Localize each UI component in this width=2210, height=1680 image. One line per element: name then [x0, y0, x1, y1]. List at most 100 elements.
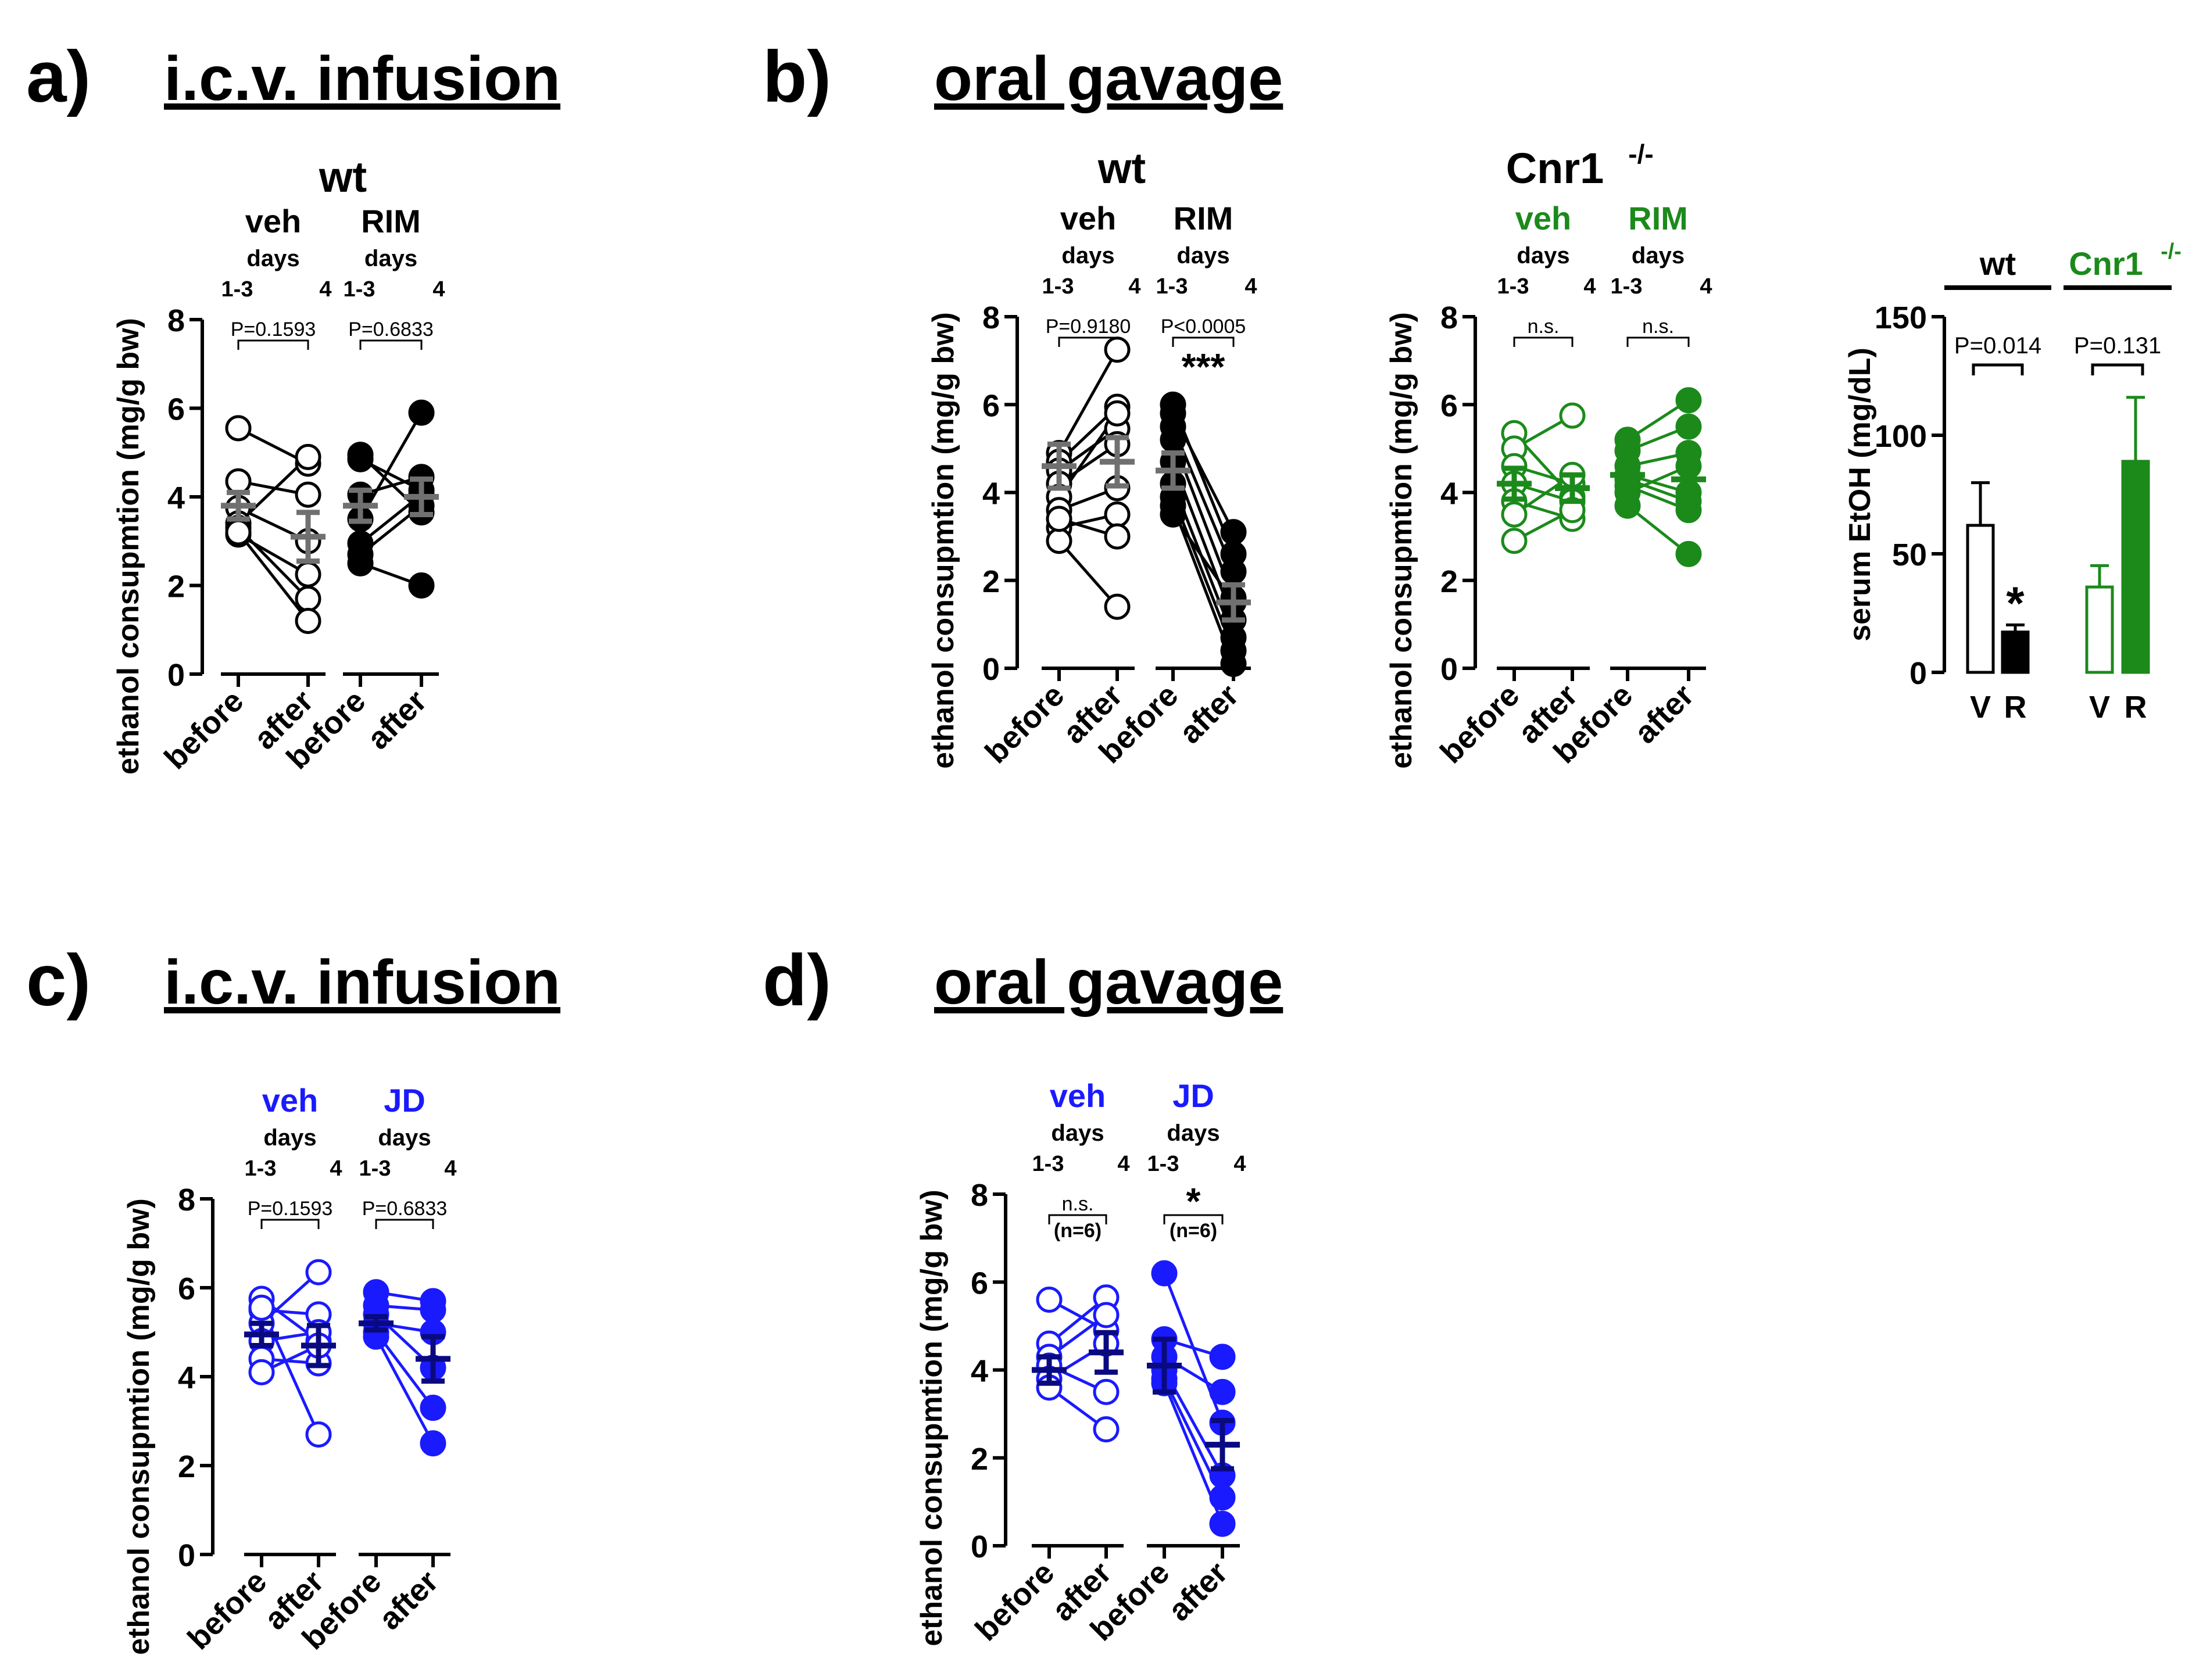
- significance-bracket: [2091, 363, 2144, 375]
- y-tick-label: 0: [167, 658, 185, 693]
- y-tick-label: 4: [167, 481, 185, 515]
- x-category-label: V: [1970, 690, 1991, 725]
- data-point-after: [305, 1259, 332, 1285]
- days-label: days: [246, 246, 299, 271]
- y-tick-label: 4: [178, 1360, 195, 1395]
- x-category-label: after: [1628, 678, 1700, 750]
- x-category-label: after: [360, 683, 433, 756]
- data-point-before: [1160, 501, 1186, 528]
- panel-title-d: oral gavage: [934, 947, 1283, 1017]
- y-axis-label: ethanol consupmtion (mg/g bw): [927, 312, 960, 769]
- group-label: veh: [1050, 1077, 1106, 1114]
- data-point-after: [1209, 1510, 1236, 1537]
- day-tick-label: 4: [1117, 1152, 1129, 1176]
- data-point-after: [408, 399, 435, 426]
- data-point-after: [295, 481, 321, 508]
- data-point-after: [1209, 1484, 1236, 1511]
- group-label: JD: [384, 1082, 425, 1119]
- group-label: RIM: [361, 203, 421, 239]
- data-point-after: [1104, 400, 1131, 427]
- days-label: days: [1051, 1120, 1104, 1146]
- y-tick-label: 2: [1440, 564, 1458, 599]
- significance-stars: ***: [1182, 346, 1225, 388]
- day-tick-label: 1-3: [221, 277, 253, 302]
- significance-bracket: [1513, 336, 1574, 347]
- y-tick-label: 8: [982, 300, 1000, 335]
- bar-3: [2121, 460, 2150, 674]
- group-label: wt: [1979, 245, 2016, 282]
- bar-2: [2085, 585, 2114, 674]
- y-tick-label: 50: [1892, 538, 1927, 572]
- data-point-after: [295, 561, 321, 588]
- day-tick-label: 4: [1233, 1152, 1246, 1176]
- y-tick-label: 6: [971, 1266, 988, 1301]
- chart-subtitle-sup: -/-: [1628, 139, 1653, 169]
- chart-b-cnr1: Cnr1 -/- 0 2 4 6 8 ethanol consupmtion (mg/g bw…: [1385, 139, 1712, 770]
- group-label: veh: [1060, 200, 1117, 237]
- day-tick-label: 1-3: [1156, 274, 1188, 299]
- y-axis-label: ethanol consupmtion (mg/g bw): [915, 1190, 949, 1646]
- data-point-before: [1046, 528, 1072, 554]
- pair-line: [237, 531, 309, 622]
- p-value: P=0.9180: [1046, 316, 1131, 338]
- day-tick-label: 4: [1583, 274, 1596, 299]
- bar-0: [1966, 524, 1995, 674]
- data-point-before: [347, 446, 374, 472]
- y-tick-label: 8: [178, 1183, 195, 1217]
- panel-label-c: c): [26, 940, 91, 1021]
- p-value: P=0.014: [1954, 333, 2041, 359]
- data-point-after: [1104, 593, 1131, 620]
- pair-line: [1171, 513, 1235, 603]
- p-value: P<0.0005: [1161, 316, 1246, 338]
- p-value: P=0.131: [2074, 333, 2161, 359]
- days-label: days: [364, 246, 417, 271]
- group-label: veh: [245, 203, 302, 239]
- data-point-before: [225, 415, 252, 442]
- x-category-label: before: [978, 678, 1071, 770]
- chart-subtitle: wt: [1097, 144, 1146, 192]
- data-point-before: [248, 1359, 275, 1385]
- days-label: days: [1517, 243, 1569, 268]
- data-point-after: [1104, 501, 1131, 528]
- chart-b-wt: wt 0 2 4 6 8 ethanol consupmtion (mg/g bw) befo…: [927, 144, 1257, 770]
- y-tick-label: 6: [178, 1271, 195, 1306]
- data-point-before: [1151, 1260, 1178, 1287]
- day-tick-label: 4: [330, 1156, 342, 1181]
- p-value: P=0.1593: [231, 318, 316, 341]
- group-label: veh: [1515, 200, 1572, 237]
- significance-bracket: [1626, 336, 1690, 347]
- significance-bracket: [1972, 363, 2024, 375]
- data-point-before: [1046, 506, 1072, 532]
- data-point-after: [1104, 523, 1131, 550]
- days-label: days: [1176, 243, 1229, 268]
- data-point-after: [1220, 558, 1247, 585]
- data-point-after: [1209, 1378, 1236, 1405]
- x-category-label: R: [2004, 690, 2027, 725]
- days-label: days: [378, 1125, 431, 1151]
- day-tick-label: 4: [1245, 274, 1257, 299]
- y-tick-label: 4: [1440, 477, 1458, 511]
- data-point-after: [1104, 336, 1131, 363]
- panel-label-a: a): [26, 37, 91, 117]
- day-tick-label: 1-3: [1032, 1152, 1064, 1176]
- pair-line: [1058, 540, 1118, 608]
- chart-a-wt: wt 0 2 4 6 8 ethanol consupmtion (mg/g bw) befo…: [112, 153, 445, 776]
- data-point-after: [1093, 1302, 1120, 1328]
- data-point-before: [248, 1294, 275, 1321]
- y-axis-label: ethanol consupmtion (mg/g bw): [122, 1198, 156, 1655]
- data-point-before: [1501, 501, 1528, 528]
- data-point-after: [1093, 1378, 1120, 1405]
- y-tick-label: 4: [982, 477, 1000, 511]
- x-category-label: after: [1172, 678, 1245, 750]
- y-tick-label: 8: [1440, 300, 1458, 335]
- group-label: veh: [262, 1082, 319, 1119]
- x-category-label: before: [158, 683, 250, 776]
- data-point-after: [295, 608, 321, 634]
- data-point-after: [1093, 1416, 1120, 1443]
- data-point-after: [420, 1395, 446, 1421]
- day-tick-label: 4: [319, 277, 331, 302]
- significance-bracket: [237, 339, 309, 350]
